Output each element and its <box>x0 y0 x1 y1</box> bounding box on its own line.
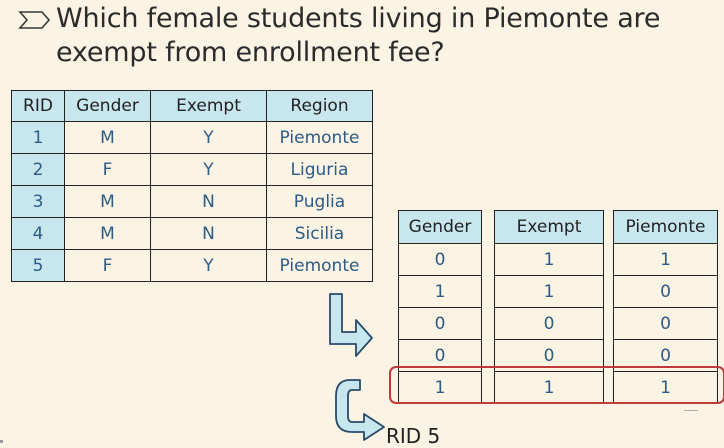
table-row: 4 M N Sicilia <box>11 217 373 250</box>
cell-exempt: N <box>150 185 267 218</box>
bitmap-header-exempt: Exempt <box>494 210 604 244</box>
cell-rid: 1 <box>11 121 65 154</box>
cell-exempt: N <box>150 217 267 250</box>
table-row: 1 M Y Piemonte <box>11 121 373 154</box>
bitmap-header-gender: Gender <box>398 210 482 244</box>
bitmap-cell: 1 <box>613 371 718 404</box>
question-text: Which female students living in Piemonte… <box>56 2 660 70</box>
cell-rid: 5 <box>11 249 65 282</box>
cell-gender: F <box>64 249 151 282</box>
question-line-2: exempt from enrollment fee? <box>56 37 445 68</box>
corner-mark <box>0 440 3 443</box>
bitmap-header-piemonte: Piemonte <box>613 210 718 244</box>
bitmap-cell: 1 <box>613 243 718 276</box>
cell-rid: 2 <box>11 153 65 186</box>
cell-exempt: Y <box>150 249 267 282</box>
cell-exempt: Y <box>150 121 267 154</box>
table-row: 3 M N Puglia <box>11 185 373 218</box>
bitmap-gender: Gender 0 1 0 0 1 <box>398 210 482 404</box>
table-row: 2 F Y Liguria <box>11 153 373 186</box>
students-table: RID Gender Exempt Region 1 M Y Piemonte … <box>11 90 373 282</box>
cell-gender: M <box>64 185 151 218</box>
table-header-row: RID Gender Exempt Region <box>11 90 373 122</box>
table-row: 5 F Y Piemonte <box>11 249 373 282</box>
bitmap-cell: 1 <box>494 275 604 308</box>
column-header-gender: Gender <box>64 90 151 122</box>
cell-gender: M <box>64 121 151 154</box>
question-line-1: Which female students living in Piemonte… <box>56 3 661 34</box>
column-header-exempt: Exempt <box>150 90 267 122</box>
bitmap-cell: 0 <box>494 307 604 340</box>
decor-line <box>684 410 698 411</box>
column-header-region: Region <box>266 90 373 122</box>
bitmap-exempt: Exempt 1 1 0 0 1 <box>494 210 604 404</box>
cell-gender: F <box>64 153 151 186</box>
bitmap-cell: 0 <box>398 307 482 340</box>
bitmap-cell: 1 <box>398 275 482 308</box>
bent-arrow-down-right-icon <box>329 293 373 357</box>
cell-region: Piemonte <box>266 249 373 282</box>
result-label: RID 5 <box>386 424 441 448</box>
bitmap-cell: 0 <box>613 307 718 340</box>
cell-gender: M <box>64 217 151 250</box>
chevron-right-icon <box>18 11 50 29</box>
cell-region: Piemonte <box>266 121 373 154</box>
bitmap-cell: 0 <box>613 275 718 308</box>
bitmap-cell: 1 <box>494 243 604 276</box>
cell-region: Puglia <box>266 185 373 218</box>
bitmap-cell: 0 <box>398 243 482 276</box>
cell-exempt: Y <box>150 153 267 186</box>
bitmap-cell: 1 <box>494 371 604 404</box>
cell-rid: 4 <box>11 217 65 250</box>
cell-rid: 3 <box>11 185 65 218</box>
result-row-highlight <box>389 366 724 404</box>
column-header-rid: RID <box>11 90 65 122</box>
cell-region: Sicilia <box>266 217 373 250</box>
u-turn-arrow-icon <box>335 379 385 441</box>
cell-region: Liguria <box>266 153 373 186</box>
